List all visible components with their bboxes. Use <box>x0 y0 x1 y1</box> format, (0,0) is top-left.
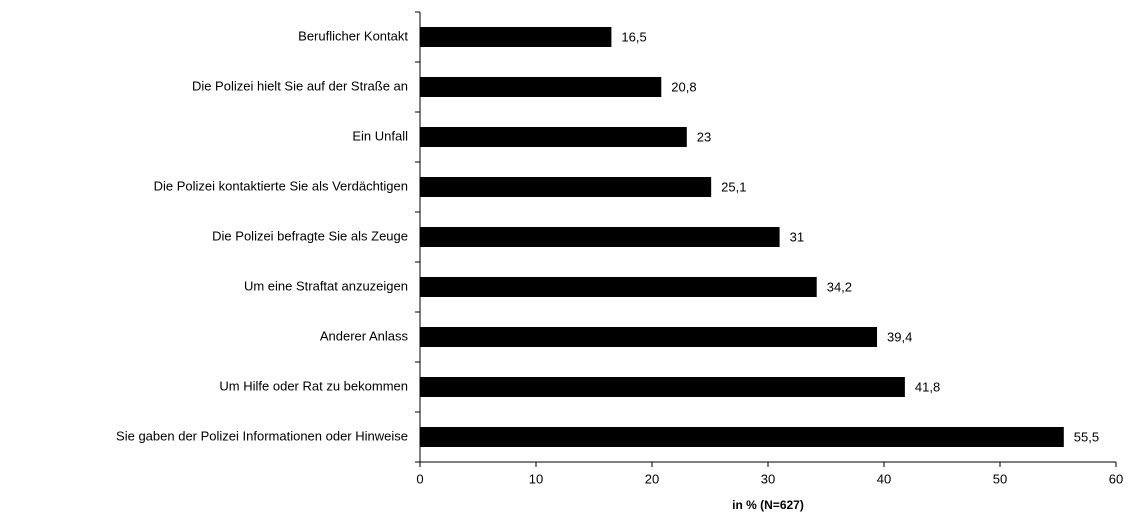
x-axis-label: in % (N=627) <box>732 498 804 512</box>
bar <box>420 427 1064 447</box>
value-label: 34,2 <box>827 279 852 294</box>
x-tick-label: 40 <box>877 471 891 486</box>
y-tick-label: Um eine Straftat anzuzeigen <box>244 278 408 293</box>
value-label: 39,4 <box>887 329 912 344</box>
y-tick-label: Die Polizei kontaktierte Sie als Verdäch… <box>154 178 408 193</box>
y-tick-label: Die Polizei hielt Sie auf der Straße an <box>192 78 408 93</box>
value-label: 23 <box>697 129 711 144</box>
x-tick-label: 50 <box>993 471 1007 486</box>
y-tick-label: Beruflicher Kontakt <box>298 28 408 43</box>
y-tick-label: Die Polizei befragte Sie als Zeuge <box>212 228 408 243</box>
bar <box>420 177 712 197</box>
value-label: 41,8 <box>915 379 940 394</box>
x-tick-label: 10 <box>529 471 543 486</box>
bar <box>420 377 905 397</box>
x-tick-label: 30 <box>761 471 775 486</box>
bar <box>420 127 687 147</box>
bar <box>420 27 612 47</box>
bar <box>420 327 878 347</box>
x-tick-label: 20 <box>645 471 659 486</box>
x-tick-label: 60 <box>1109 471 1123 486</box>
bar <box>420 277 817 297</box>
y-tick-label: Anderer Anlass <box>320 328 409 343</box>
bar <box>420 77 662 97</box>
value-label: 31 <box>790 229 804 244</box>
y-tick-label: Ein Unfall <box>352 128 408 143</box>
x-tick-label: 0 <box>416 471 423 486</box>
bar <box>420 227 780 247</box>
value-label: 16,5 <box>621 29 646 44</box>
y-tick-label: Um Hilfe oder Rat zu bekommen <box>219 378 408 393</box>
y-tick-label: Sie gaben der Polizei Informationen oder… <box>116 428 408 443</box>
value-label: 55,5 <box>1074 429 1099 444</box>
value-label: 25,1 <box>721 179 746 194</box>
value-label: 20,8 <box>671 79 696 94</box>
